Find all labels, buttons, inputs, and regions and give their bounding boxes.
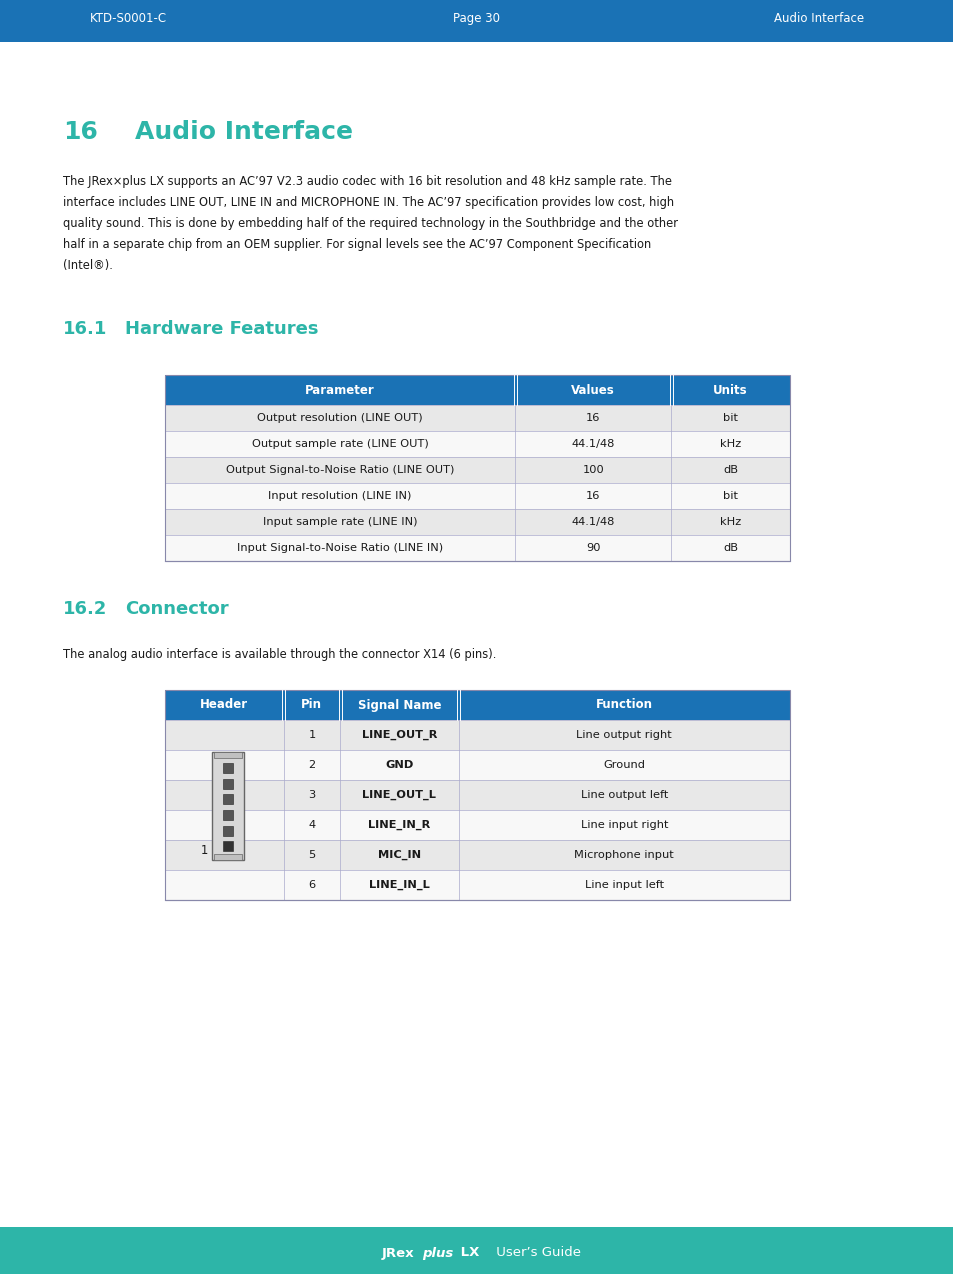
Text: quality sound. This is done by embedding half of the required technology in the : quality sound. This is done by embedding…: [63, 217, 678, 231]
Text: 2: 2: [308, 761, 315, 769]
Text: 3: 3: [308, 790, 315, 800]
Bar: [165, 375, 789, 405]
Bar: [165, 840, 789, 870]
Bar: [214, 854, 242, 860]
Text: 16.1: 16.1: [63, 320, 108, 338]
Text: 16.2: 16.2: [63, 600, 108, 618]
Text: Header: Header: [200, 698, 248, 711]
Text: Output Signal-to-Noise Ratio (LINE OUT): Output Signal-to-Noise Ratio (LINE OUT): [226, 465, 454, 475]
Text: User’s Guide: User’s Guide: [492, 1246, 580, 1260]
Text: 1: 1: [201, 843, 208, 857]
Text: Input Signal-to-Noise Ratio (LINE IN): Input Signal-to-Noise Ratio (LINE IN): [236, 543, 442, 553]
Text: kHz: kHz: [720, 440, 740, 448]
Text: kHz: kHz: [720, 517, 740, 527]
Text: interface includes LINE OUT, LINE IN and MICROPHONE IN. The AC’97 specification : interface includes LINE OUT, LINE IN and…: [63, 196, 674, 209]
Bar: [214, 752, 242, 758]
Bar: [223, 794, 233, 804]
Bar: [223, 778, 233, 789]
Text: 44.1/48: 44.1/48: [571, 440, 614, 448]
Bar: [223, 841, 233, 851]
FancyBboxPatch shape: [0, 1227, 953, 1274]
Text: Values: Values: [571, 383, 615, 396]
Bar: [165, 691, 789, 899]
Text: 5: 5: [308, 850, 315, 860]
Text: Line output left: Line output left: [580, 790, 667, 800]
Bar: [165, 691, 789, 720]
Text: dB: dB: [722, 465, 738, 475]
Bar: [165, 483, 789, 510]
Text: MIC_IN: MIC_IN: [377, 850, 420, 860]
Text: Connector: Connector: [125, 600, 229, 618]
FancyBboxPatch shape: [0, 0, 953, 42]
Text: Line input right: Line input right: [580, 820, 667, 829]
Text: Output sample rate (LINE OUT): Output sample rate (LINE OUT): [252, 440, 428, 448]
Text: Input sample rate (LINE IN): Input sample rate (LINE IN): [262, 517, 416, 527]
Text: KTD-S0001-C: KTD-S0001-C: [90, 11, 167, 25]
Bar: [165, 405, 789, 431]
Text: 90: 90: [585, 543, 599, 553]
Bar: [223, 826, 233, 836]
Text: LINE_OUT_R: LINE_OUT_R: [361, 730, 436, 740]
Text: 16: 16: [585, 490, 599, 501]
Bar: [0, 0, 953, 19]
Bar: [165, 510, 789, 535]
Bar: [0, 1268, 953, 1274]
Text: 16: 16: [585, 413, 599, 423]
Text: Units: Units: [713, 383, 747, 396]
Text: 6: 6: [308, 880, 315, 891]
Text: 100: 100: [581, 465, 603, 475]
Text: LINE_IN_L: LINE_IN_L: [369, 880, 429, 891]
Text: Function: Function: [596, 698, 652, 711]
Text: 4: 4: [308, 820, 315, 829]
Bar: [165, 375, 789, 561]
Text: plus: plus: [421, 1246, 453, 1260]
Text: JRex: JRex: [381, 1246, 415, 1260]
Text: dB: dB: [722, 543, 738, 553]
Text: Audio Interface: Audio Interface: [135, 120, 353, 144]
Text: 44.1/48: 44.1/48: [571, 517, 614, 527]
Text: Line output right: Line output right: [576, 730, 672, 740]
Text: Output resolution (LINE OUT): Output resolution (LINE OUT): [257, 413, 422, 423]
Text: Hardware Features: Hardware Features: [125, 320, 318, 338]
Text: bit: bit: [722, 413, 738, 423]
Text: Audio Interface: Audio Interface: [773, 11, 863, 25]
Text: 16: 16: [63, 120, 98, 144]
Bar: [165, 870, 789, 899]
Text: The analog audio interface is available through the connector X14 (6 pins).: The analog audio interface is available …: [63, 648, 496, 661]
Text: Signal Name: Signal Name: [357, 698, 440, 711]
Bar: [165, 810, 789, 840]
Bar: [165, 431, 789, 457]
Bar: [223, 763, 233, 773]
Text: Input resolution (LINE IN): Input resolution (LINE IN): [268, 490, 412, 501]
Text: Page 30: Page 30: [453, 11, 500, 25]
Bar: [165, 720, 789, 750]
Text: (Intel®).: (Intel®).: [63, 259, 112, 273]
Text: half in a separate chip from an OEM supplier. For signal levels see the AC’97 Co: half in a separate chip from an OEM supp…: [63, 238, 651, 251]
Bar: [165, 750, 789, 780]
Text: 1: 1: [308, 730, 315, 740]
Bar: [165, 535, 789, 561]
Text: LX: LX: [456, 1246, 478, 1260]
Text: Ground: Ground: [602, 761, 644, 769]
Bar: [165, 457, 789, 483]
Text: Line input left: Line input left: [584, 880, 663, 891]
Bar: [223, 810, 233, 820]
Bar: [213, 752, 244, 860]
Text: Parameter: Parameter: [305, 383, 375, 396]
Text: LINE_OUT_L: LINE_OUT_L: [362, 790, 436, 800]
Text: The JRex×plus LX supports an AC’97 V2.3 audio codec with 16 bit resolution and 4: The JRex×plus LX supports an AC’97 V2.3 …: [63, 175, 671, 189]
Text: Microphone input: Microphone input: [574, 850, 674, 860]
Text: bit: bit: [722, 490, 738, 501]
Text: GND: GND: [385, 761, 414, 769]
Text: Pin: Pin: [301, 698, 322, 711]
Text: LINE_IN_R: LINE_IN_R: [368, 820, 430, 831]
Bar: [165, 780, 789, 810]
